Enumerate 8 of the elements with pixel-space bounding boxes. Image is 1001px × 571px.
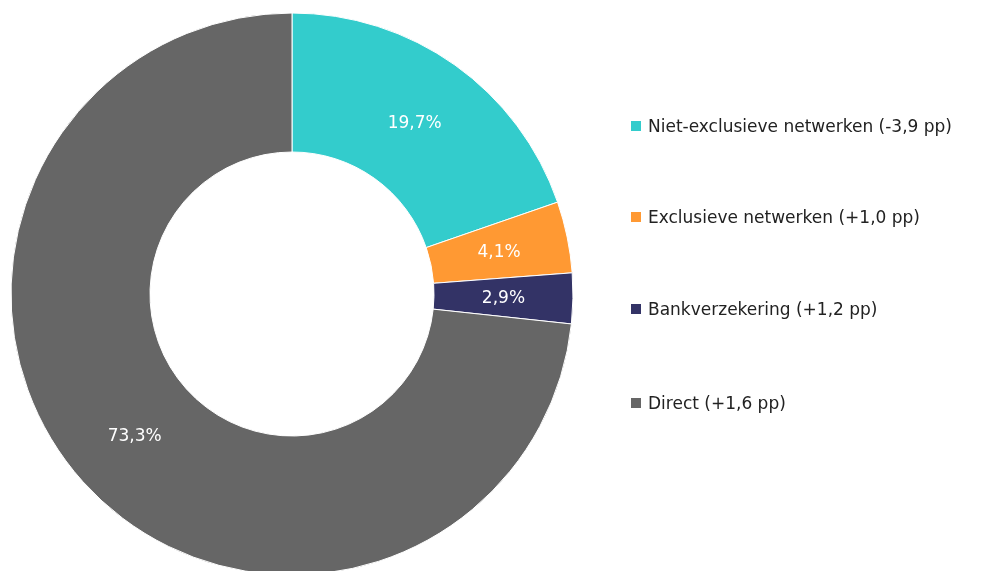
legend-label: Bankverzekering (+1,2 pp) (648, 298, 878, 319)
data-label: 4,1% (477, 241, 521, 262)
legend-label: Niet-exclusieve netwerken (-3,9 pp) (648, 115, 952, 136)
data-label: 2,9% (481, 287, 526, 308)
data-label: 19,7% (387, 111, 442, 132)
legend-label: Direct (+1,6 pp) (648, 392, 786, 413)
legend-label: Exclusieve netwerken (+1,0 pp) (648, 206, 920, 227)
data-label: 73,3% (107, 425, 162, 446)
